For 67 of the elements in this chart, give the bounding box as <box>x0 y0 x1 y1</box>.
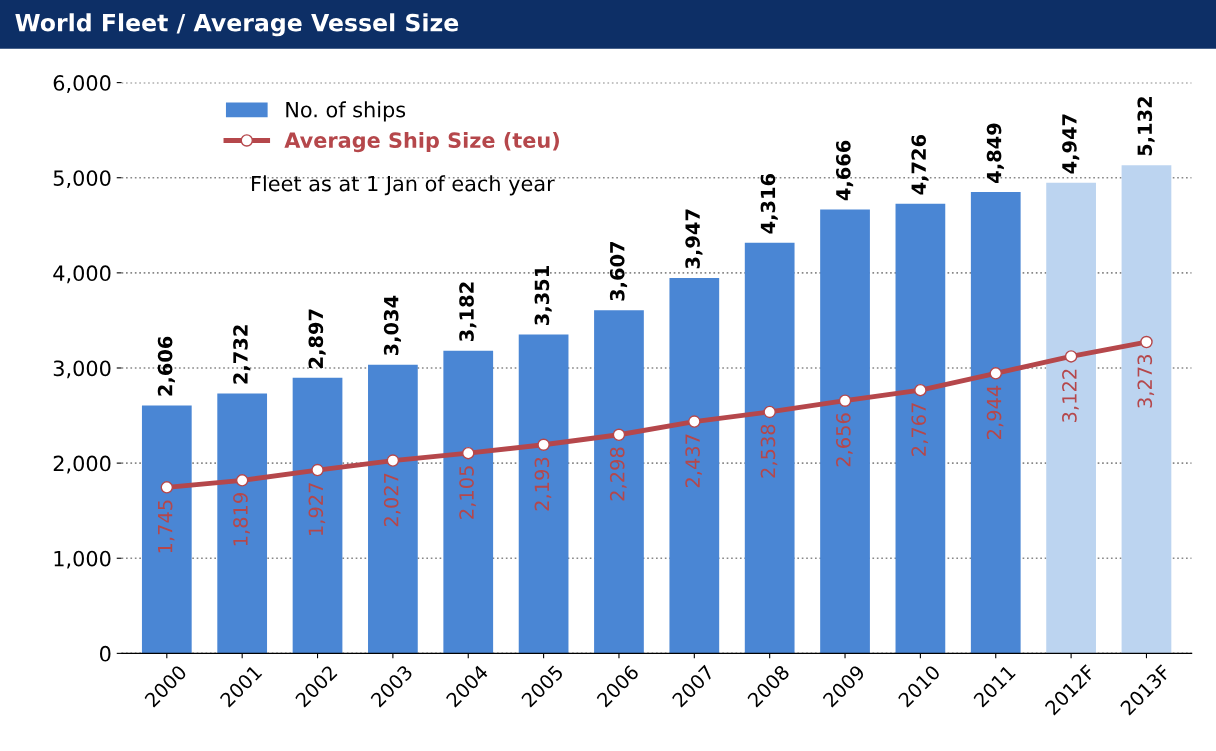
bar <box>443 350 494 654</box>
point <box>461 446 475 460</box>
y-tick-label: 2,000 <box>53 455 111 474</box>
bar <box>1046 182 1096 654</box>
y-tick-label: 3,000 <box>53 360 111 379</box>
bar <box>669 277 720 654</box>
chart-title: World Fleet / Average Vessel Size <box>15 13 459 37</box>
y-tick-label: 1,000 <box>54 550 111 569</box>
data-label: 3,607 <box>609 241 628 301</box>
bar <box>970 192 1021 654</box>
bar <box>1121 165 1172 654</box>
data-label: 2,656 <box>835 413 853 467</box>
data-label: 1,927 <box>308 483 326 536</box>
data-label: 2,193 <box>534 457 552 511</box>
data-label: 3,351 <box>534 266 552 325</box>
point <box>1140 335 1153 349</box>
data-label: 3,182 <box>459 282 477 342</box>
bar <box>368 364 418 654</box>
data-label: 4,849 <box>986 123 1004 183</box>
data-label: 4,666 <box>835 140 854 201</box>
point <box>1064 350 1078 363</box>
bar <box>594 310 644 654</box>
legend-label: Average Ship Size (teu) <box>284 131 559 153</box>
data-label: 3,273 <box>1137 354 1155 408</box>
data-label: 2,606 <box>157 336 175 396</box>
point <box>914 383 927 397</box>
point <box>763 405 776 419</box>
point <box>235 474 249 487</box>
point <box>838 394 852 407</box>
y-tick-label: 5,000 <box>53 170 111 189</box>
point <box>386 454 400 467</box>
data-label: 3,122 <box>1062 369 1079 422</box>
data-label: 4,316 <box>760 174 778 234</box>
bar <box>820 209 870 654</box>
point <box>311 463 324 477</box>
data-label: 2,437 <box>685 434 702 488</box>
data-label: 2,298 <box>609 447 627 501</box>
y-tick-label: 4,000 <box>53 265 111 284</box>
data-label: 2,897 <box>308 309 326 368</box>
data-label: 4,947 <box>1062 114 1080 174</box>
bar <box>141 405 192 654</box>
annotation: Fleet as at 1 Jan of each year <box>252 175 555 196</box>
data-label: 1,819 <box>233 493 250 546</box>
data-label: 3,947 <box>685 209 703 269</box>
legend-label: No. of ships <box>286 101 406 122</box>
bar <box>217 393 268 654</box>
point <box>688 415 701 428</box>
data-label: 2,105 <box>459 466 476 519</box>
point <box>160 481 174 494</box>
bar <box>895 203 946 654</box>
point <box>612 428 626 442</box>
y-tick-label: 6,000 <box>53 75 111 93</box>
data-label: 2,944 <box>986 385 1004 439</box>
data-label: 1,745 <box>158 500 175 553</box>
data-label: 5,132 <box>1137 97 1155 156</box>
data-label: 2,538 <box>760 424 778 478</box>
y-tick-label: 0 <box>100 645 111 662</box>
bar <box>518 334 569 654</box>
data-label: 2,732 <box>233 325 251 384</box>
bar <box>292 377 343 654</box>
point <box>989 367 1003 380</box>
bar <box>744 242 795 654</box>
data-label: 2,767 <box>911 403 929 456</box>
data-label: 3,034 <box>383 295 402 356</box>
point <box>537 438 550 452</box>
data-label: 4,726 <box>911 135 929 195</box>
data-label: 2,027 <box>383 473 401 527</box>
